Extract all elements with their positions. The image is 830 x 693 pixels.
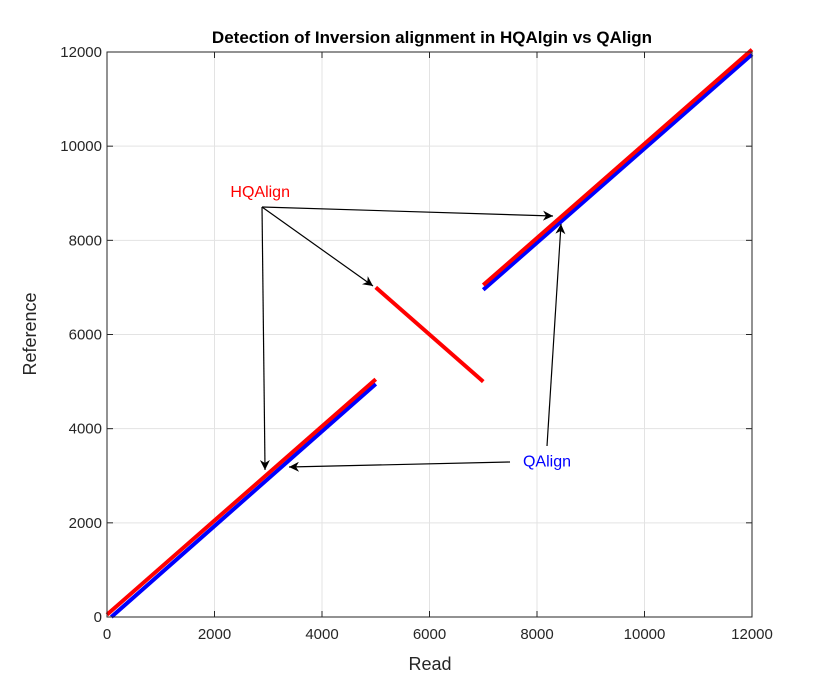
series-hqalign-segment xyxy=(105,377,378,617)
series-qalign-segment xyxy=(481,52,754,292)
y-tick-label: 12000 xyxy=(60,44,102,61)
annotation-label: HQAlign xyxy=(230,184,290,201)
series-qalign-segment xyxy=(109,382,378,619)
x-tick-label: 8000 xyxy=(520,626,553,643)
y-tick-label: 0 xyxy=(94,609,102,626)
x-tick-label: 10000 xyxy=(624,626,666,643)
y-axis-label: Reference xyxy=(20,292,40,375)
x-tick-label: 0 xyxy=(103,626,111,643)
y-tick-label: 10000 xyxy=(60,138,102,155)
annotation-label: QAlign xyxy=(523,453,571,470)
y-tick-label: 2000 xyxy=(69,515,102,532)
chart-title: Detection of Inversion alignment in HQAl… xyxy=(212,28,652,47)
annotation-arrow xyxy=(261,206,554,221)
annotation-arrow xyxy=(261,206,374,287)
series-hqalign-segment xyxy=(374,285,485,384)
y-tick-label: 4000 xyxy=(69,421,102,438)
x-tick-label: 12000 xyxy=(731,626,773,643)
x-tick-label: 2000 xyxy=(198,626,231,643)
x-tick-label: 6000 xyxy=(413,626,446,643)
annotation-arrow xyxy=(288,461,511,472)
annotation-arrow xyxy=(259,206,270,471)
y-tick-label: 6000 xyxy=(69,327,102,344)
y-tick-label: 8000 xyxy=(69,232,102,249)
series-hqalign-segment xyxy=(481,48,754,287)
axes-box xyxy=(106,51,753,618)
x-axis-label: Read xyxy=(408,654,451,674)
x-tick-label: 4000 xyxy=(305,626,338,643)
annotation-arrow xyxy=(546,223,566,447)
